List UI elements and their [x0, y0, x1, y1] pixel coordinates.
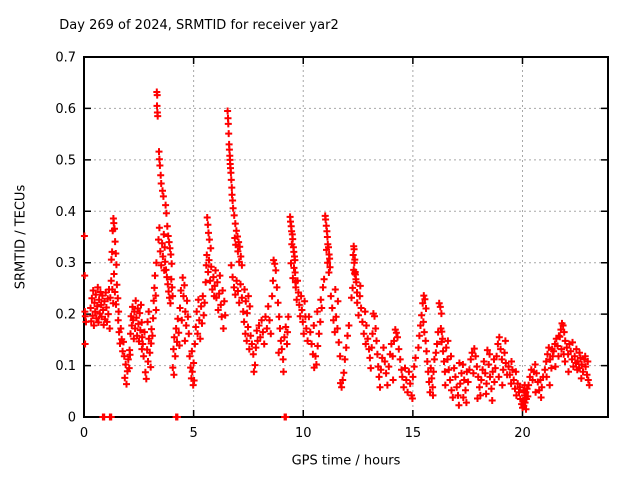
y-tick-label: 0.1 — [55, 359, 76, 374]
x-tick-label: 15 — [405, 426, 422, 441]
x-tick-label: 10 — [295, 426, 312, 441]
chart-title-text: Day 269 of 2024, SRMTID for receiver yar… — [59, 18, 339, 33]
x-tick-label: 20 — [514, 426, 531, 441]
chart-title: Day 269 of 2024, SRMTID for receiver yar… — [0, 18, 640, 33]
data-points — [80, 88, 593, 421]
y-tick-label: 0.7 — [55, 51, 76, 66]
plot-border — [83, 56, 609, 418]
y-tick-label: 0.3 — [55, 256, 76, 271]
y-tick-label: 0.4 — [55, 205, 76, 220]
x-axis-title: GPS time / hours — [291, 453, 401, 469]
y-tick-label: 0.2 — [55, 308, 76, 323]
tick-marks — [83, 56, 608, 418]
y-tick-label: 0.5 — [55, 153, 76, 168]
x-tick-label: 5 — [189, 426, 197, 441]
y-tick-label: 0 — [68, 411, 76, 426]
x-tick-label: 0 — [80, 426, 88, 441]
grid-lines — [84, 57, 608, 417]
y-tick-label: 0.6 — [55, 102, 76, 117]
